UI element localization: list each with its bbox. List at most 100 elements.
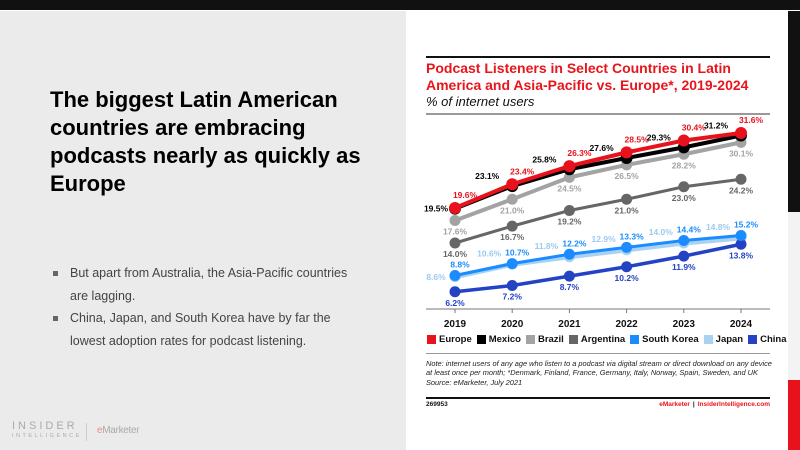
data-point <box>506 258 518 270</box>
bullet-item: But apart from Australia, the Asia-Pacif… <box>50 262 350 307</box>
data-label: 16.7% <box>500 232 525 242</box>
accent-strip-red <box>788 380 800 450</box>
chart-id: 269953 <box>426 401 448 408</box>
data-point <box>506 280 518 291</box>
data-label: 8.8% <box>450 260 470 270</box>
data-label: 30.1% <box>729 148 754 158</box>
data-label: 31.2% <box>704 121 729 131</box>
data-label: 12.9% <box>592 234 617 244</box>
footer-source: eMarketer | InsiderIntelligence.com <box>659 401 770 408</box>
data-point <box>678 181 690 193</box>
accent-strip-black <box>788 11 800 212</box>
data-label: 12.2% <box>562 238 587 248</box>
data-point <box>621 193 633 205</box>
data-point <box>449 202 461 214</box>
legend-swatch <box>630 335 640 344</box>
legend-item: Brazil <box>525 334 564 345</box>
data-point <box>735 230 747 241</box>
series-line-brazil <box>454 140 742 223</box>
data-label: 10.6% <box>477 248 502 258</box>
series-line-europe <box>454 131 742 210</box>
accent-strip-gray <box>788 212 800 380</box>
data-label: 23.0% <box>672 193 697 203</box>
data-point <box>449 215 461 226</box>
slide-headline: The biggest Latin American countries are… <box>50 87 361 196</box>
data-label: 14.0% <box>443 249 468 259</box>
legend-label: Mexico <box>488 334 521 345</box>
bullet-list: But apart from Australia, the Asia-Pacif… <box>50 262 350 352</box>
data-label: 29.3% <box>647 132 672 142</box>
data-label: 19.6% <box>453 190 478 200</box>
emarketer-logo: eMarketer <box>97 425 140 436</box>
top-bar <box>0 0 800 10</box>
x-tick-label: 2019 <box>444 319 467 330</box>
legend-swatch <box>525 335 535 344</box>
data-label: 17.6% <box>443 227 468 237</box>
bullet-item: China, Japan, and South Korea have by fa… <box>50 307 350 352</box>
data-label: 31.6% <box>739 115 764 125</box>
data-label: 26.3% <box>567 148 592 158</box>
data-label: 19.5% <box>424 204 449 214</box>
x-tick-label: 2023 <box>673 319 696 330</box>
chart-note: Note: internet users of any age who list… <box>426 359 772 387</box>
series-line-china <box>454 242 742 294</box>
x-tick-label: 2021 <box>558 319 581 330</box>
data-label: 26.5% <box>615 171 640 181</box>
data-label: 14.4% <box>677 225 702 235</box>
chart-title: Podcast Listeners in Select Countries in… <box>426 60 749 93</box>
logo-divider <box>86 423 87 441</box>
legend-swatch <box>748 335 758 344</box>
legend-swatch <box>476 335 486 344</box>
data-label: 15.2% <box>734 220 759 230</box>
legend-label: Brazil <box>537 334 564 345</box>
legend-item: Mexico <box>476 334 521 345</box>
legend-item: South Korea <box>630 334 699 345</box>
data-point <box>449 237 461 249</box>
data-point <box>563 160 576 173</box>
legend-item: Japan <box>703 334 743 345</box>
data-point <box>563 248 575 260</box>
data-point <box>506 220 518 232</box>
data-label: 24.5% <box>557 183 582 193</box>
data-label: 28.2% <box>672 160 697 170</box>
data-label: 28.5% <box>625 134 650 144</box>
data-label: 23.1% <box>475 171 500 181</box>
data-label: 10.7% <box>505 248 530 258</box>
legend-label: Argentina <box>580 334 626 345</box>
legend-label: South Korea <box>642 334 699 345</box>
data-label: 8.6% <box>426 272 446 282</box>
subtitle-rule <box>426 113 770 115</box>
title-rule <box>426 56 770 58</box>
footer-rule <box>426 397 770 399</box>
insider-intelligence-logo: INSIDER INTELLIGENCE <box>12 420 82 440</box>
data-label: 11.9% <box>672 262 696 272</box>
data-point <box>563 205 575 216</box>
data-point <box>621 261 633 273</box>
data-point <box>563 270 575 282</box>
data-label: 13.8% <box>729 250 754 260</box>
chart-subtitle: % of internet users <box>426 94 535 109</box>
data-point <box>735 173 747 185</box>
legend-item: Europe <box>427 334 472 345</box>
data-point <box>563 171 575 183</box>
legend-swatch <box>703 335 713 344</box>
x-tick-label: 2022 <box>615 319 638 330</box>
chart-legend: Europe Mexico Brazil Argentina South Korea Ja… <box>427 334 787 345</box>
data-label: 13.3% <box>620 231 645 241</box>
series-line-south-korea <box>454 234 742 277</box>
legend-item: Argentina <box>568 334 626 345</box>
data-point <box>621 241 633 253</box>
data-point <box>449 286 461 298</box>
data-label: 24.2% <box>729 185 754 195</box>
data-label: 6.2% <box>445 298 465 308</box>
data-label: 25.8% <box>532 154 557 164</box>
data-label: 23.4% <box>510 166 535 176</box>
data-label: 30.4% <box>682 123 707 133</box>
note-rule <box>426 353 770 354</box>
data-label: 11.8% <box>535 241 559 251</box>
data-point <box>735 238 747 250</box>
series-line-argentina <box>454 177 742 245</box>
data-label: 21.0% <box>500 205 525 215</box>
data-point <box>449 270 461 281</box>
